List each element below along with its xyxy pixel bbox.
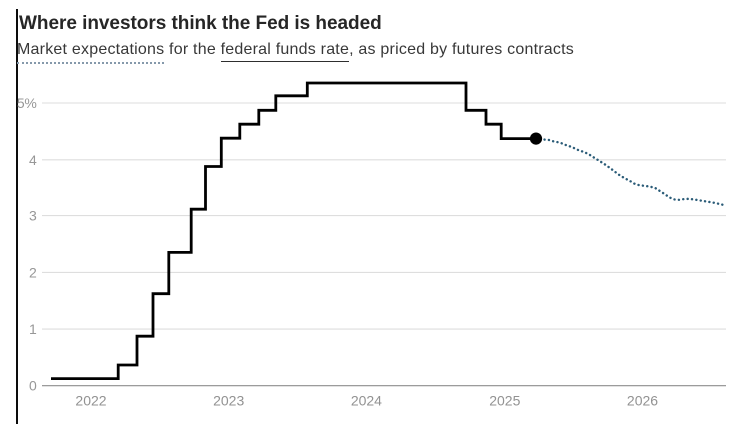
svg-text:2023: 2023: [213, 393, 244, 409]
svg-text:4: 4: [29, 152, 37, 168]
svg-text:5%: 5%: [17, 95, 37, 111]
svg-text:2024: 2024: [351, 393, 382, 409]
svg-text:3: 3: [29, 208, 37, 224]
svg-text:2026: 2026: [627, 393, 658, 409]
svg-text:2025: 2025: [489, 393, 520, 409]
svg-text:2: 2: [29, 264, 37, 280]
svg-text:0: 0: [29, 378, 37, 394]
svg-text:1: 1: [29, 321, 37, 337]
svg-text:2022: 2022: [75, 393, 106, 409]
